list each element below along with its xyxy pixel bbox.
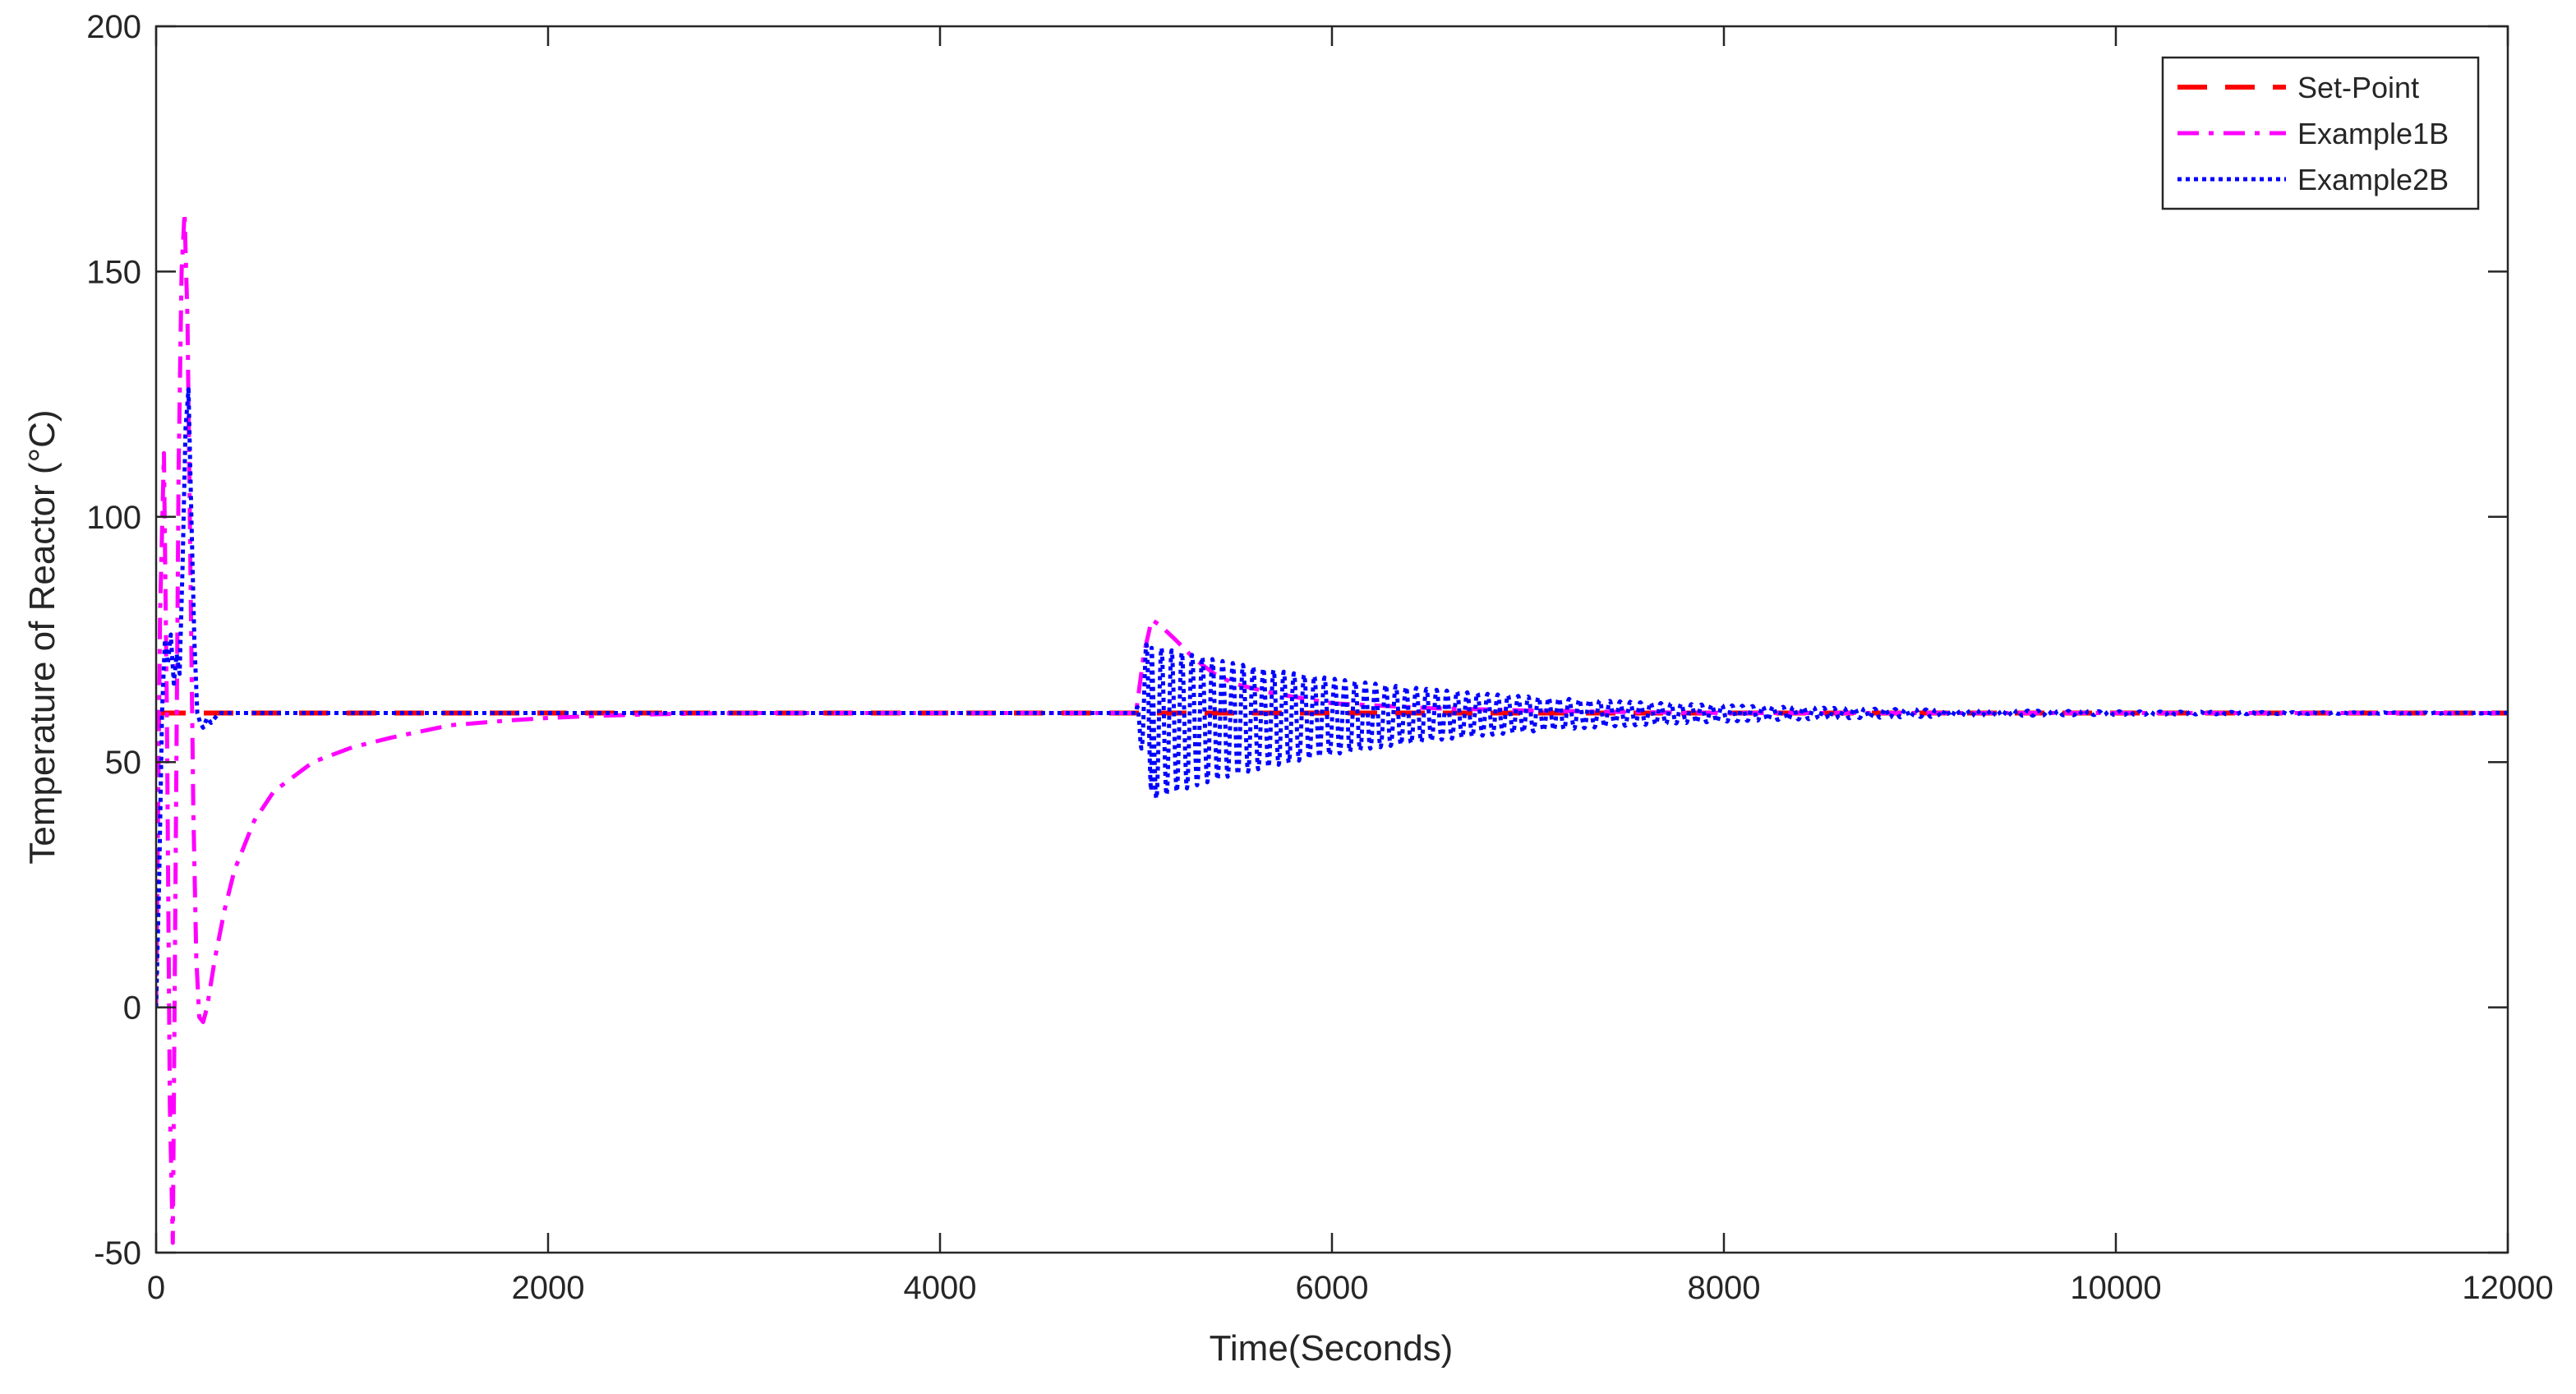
legend-label: Example2B	[2297, 163, 2449, 196]
x-tick-label: 6000	[1296, 1270, 1369, 1306]
y-tick-label: 50	[105, 745, 142, 781]
legend-label: Set-Point	[2297, 71, 2419, 104]
y-tick-label: 100	[86, 500, 141, 536]
x-tick-label: 0	[147, 1270, 165, 1306]
y-tick-label: 200	[86, 9, 141, 45]
x-tick-label: 4000	[904, 1270, 977, 1306]
y-tick-label: -50	[94, 1235, 141, 1272]
legend: Set-Point Example1B Example2B	[2161, 56, 2480, 210]
y-axis-label: Temperature of Reactor (°C)	[22, 409, 62, 864]
x-axis-label: Time(Seconds)	[1210, 1328, 1454, 1369]
x-tick-label: 12000	[2462, 1270, 2553, 1306]
y-tick-label: 0	[123, 990, 141, 1027]
x-tick-label: 10000	[2070, 1270, 2161, 1306]
legend-box	[2161, 56, 2480, 210]
x-tick-label: 2000	[512, 1270, 585, 1306]
y-tick-label: 150	[86, 254, 141, 290]
plot-area	[156, 26, 2508, 1253]
x-tick-label: 8000	[1688, 1270, 1761, 1306]
legend-label: Example1B	[2297, 117, 2449, 150]
series-line-example2b	[156, 387, 2508, 1008]
